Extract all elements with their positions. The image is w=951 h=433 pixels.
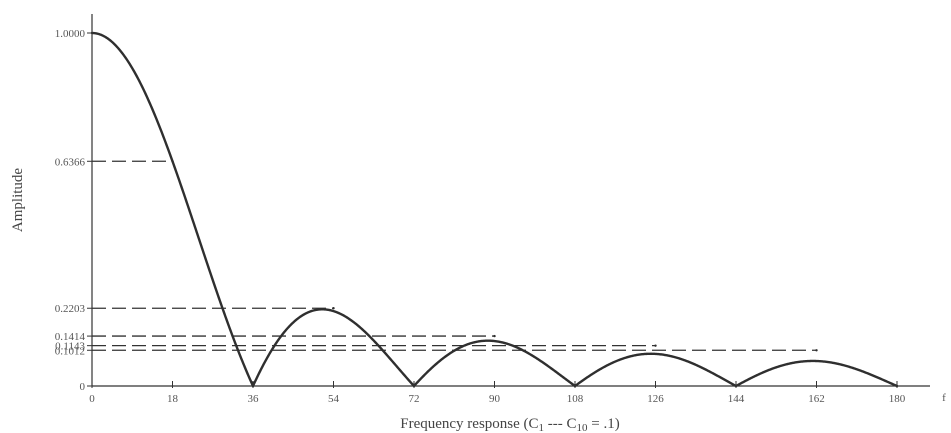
plot-area — [90, 31, 899, 388]
x-tick-label: 0 — [89, 393, 95, 405]
x-tick-label: 144 — [728, 393, 745, 405]
y-tick-label: 0.1143 — [55, 341, 85, 353]
y-tick-label: 1.0000 — [55, 28, 86, 40]
response-curve — [91, 31, 898, 388]
y-tick-label: 0.2203 — [55, 303, 86, 315]
y-tick-label: 0.1414 — [55, 331, 86, 343]
x-tick-label: 72 — [409, 393, 420, 405]
x-axis-ticks: 0 18 36 54 72 90 108 126 144 162 180 — [89, 381, 906, 405]
x-tick-label: 108 — [567, 393, 584, 405]
y-tick-label: 0 — [80, 381, 86, 393]
x-tick-label: 36 — [248, 393, 260, 405]
y-tick-label: 0.1012 — [55, 345, 85, 357]
reference-lines — [92, 160, 817, 351]
x-tick-label: 90 — [489, 393, 501, 405]
x-tick-label: 180 — [889, 393, 906, 405]
data-point — [493, 334, 496, 338]
data-point — [171, 160, 174, 163]
x-tick-label: 18 — [167, 393, 179, 405]
y-tick-label: 0.6366 — [55, 156, 86, 168]
x-tick-label: 54 — [328, 393, 340, 405]
data-point — [815, 349, 818, 352]
x-tick-label: 126 — [647, 393, 664, 405]
data-point — [332, 307, 335, 310]
x-axis-title: Frequency response (C1 --- C10 = .1) — [400, 416, 620, 433]
x-tick-label: 162 — [808, 393, 825, 405]
x-axis-unit-label: f — [942, 392, 946, 404]
y-axis-title: Amplitude — [10, 168, 26, 233]
data-point — [654, 344, 657, 347]
